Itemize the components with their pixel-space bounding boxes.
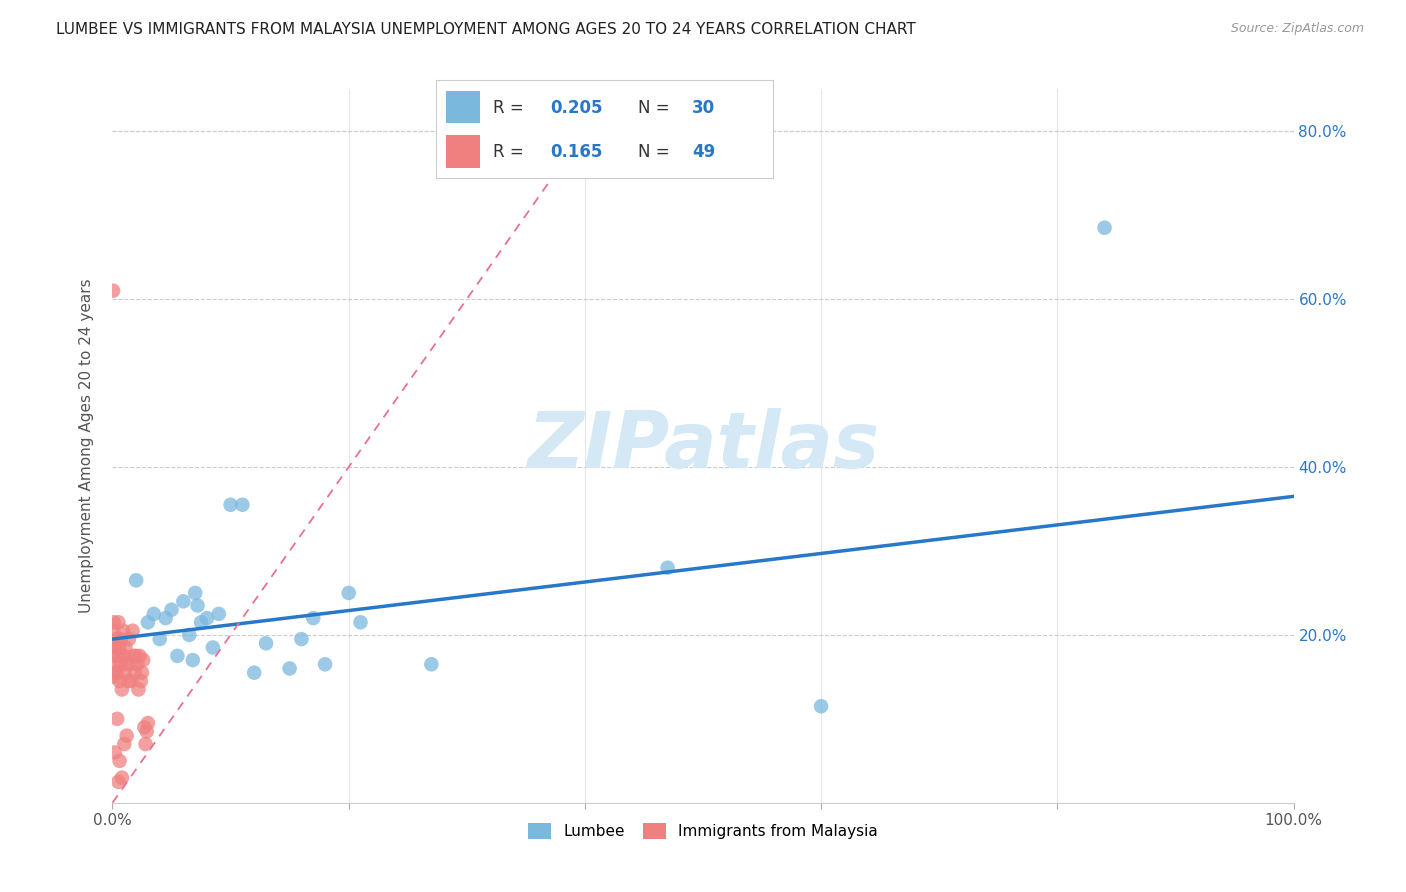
Point <box>115 729 138 743</box>
Point <box>149 632 172 646</box>
Point <box>186 599 208 613</box>
Point <box>105 632 128 646</box>
Y-axis label: Unemployment Among Ages 20 to 24 years: Unemployment Among Ages 20 to 24 years <box>79 278 94 614</box>
Point <box>127 657 149 672</box>
Text: R =: R = <box>494 99 529 117</box>
Point <box>337 586 360 600</box>
Point <box>120 657 142 672</box>
Point <box>124 665 146 680</box>
Point <box>160 603 183 617</box>
Point <box>108 754 131 768</box>
Point <box>112 665 135 680</box>
Point <box>155 611 177 625</box>
Point <box>111 771 134 785</box>
Text: N =: N = <box>638 143 675 161</box>
Point <box>122 648 145 663</box>
Point <box>420 657 443 672</box>
Point <box>105 665 128 680</box>
Point <box>112 624 135 638</box>
Point <box>135 737 157 751</box>
Point <box>125 574 148 588</box>
Point <box>278 661 301 675</box>
Text: N =: N = <box>638 99 675 117</box>
Point <box>110 632 132 646</box>
Point <box>115 657 138 672</box>
Bar <box>446 91 479 123</box>
Point <box>111 682 134 697</box>
Bar <box>446 136 479 168</box>
Point <box>103 624 125 638</box>
Point <box>134 720 156 734</box>
Point <box>103 648 125 663</box>
Point <box>111 648 134 663</box>
Point <box>181 653 204 667</box>
Point <box>120 674 142 689</box>
Point <box>195 611 218 625</box>
Point <box>243 665 266 680</box>
Point <box>117 674 139 689</box>
Point <box>107 648 129 663</box>
Point <box>110 657 132 672</box>
Point <box>172 594 194 608</box>
Legend: Lumbee, Immigrants from Malaysia: Lumbee, Immigrants from Malaysia <box>522 817 884 845</box>
Point <box>107 774 129 789</box>
Point <box>108 674 131 689</box>
Point <box>132 653 155 667</box>
Point <box>103 615 125 630</box>
Point <box>190 615 212 630</box>
Point <box>105 712 128 726</box>
Point <box>108 640 131 655</box>
Point <box>135 724 157 739</box>
Text: 0.205: 0.205 <box>551 99 603 117</box>
Point <box>166 648 188 663</box>
Text: 30: 30 <box>692 99 716 117</box>
Point <box>101 284 124 298</box>
Point <box>201 640 224 655</box>
Point <box>136 615 159 630</box>
Point <box>107 615 129 630</box>
Point <box>104 640 127 655</box>
Point <box>103 670 125 684</box>
Text: 49: 49 <box>692 143 716 161</box>
Point <box>112 648 135 663</box>
Point <box>179 628 201 642</box>
Point <box>118 632 141 646</box>
Text: 0.165: 0.165 <box>551 143 603 161</box>
Point <box>142 607 165 621</box>
Text: LUMBEE VS IMMIGRANTS FROM MALAYSIA UNEMPLOYMENT AMONG AGES 20 TO 24 YEARS CORREL: LUMBEE VS IMMIGRANTS FROM MALAYSIA UNEMP… <box>56 22 915 37</box>
Point <box>231 498 253 512</box>
Point <box>104 746 127 760</box>
Point <box>657 560 679 574</box>
Point <box>314 657 336 672</box>
Point <box>121 624 143 638</box>
Point <box>129 674 152 689</box>
Point <box>128 648 150 663</box>
Point <box>131 665 153 680</box>
Point <box>105 640 128 655</box>
Text: Source: ZipAtlas.com: Source: ZipAtlas.com <box>1230 22 1364 36</box>
Point <box>290 632 312 646</box>
Point <box>810 699 832 714</box>
Point <box>104 665 127 680</box>
Point <box>105 657 128 672</box>
Text: R =: R = <box>494 143 534 161</box>
Point <box>112 737 135 751</box>
Text: ZIPatlas: ZIPatlas <box>527 408 879 484</box>
Point <box>219 498 242 512</box>
Point <box>184 586 207 600</box>
Point <box>125 648 148 663</box>
Point <box>208 607 231 621</box>
Point <box>349 615 371 630</box>
Point <box>127 682 149 697</box>
Point <box>1094 220 1116 235</box>
Point <box>254 636 277 650</box>
Point <box>114 640 136 655</box>
Point <box>136 716 159 731</box>
Point <box>302 611 325 625</box>
